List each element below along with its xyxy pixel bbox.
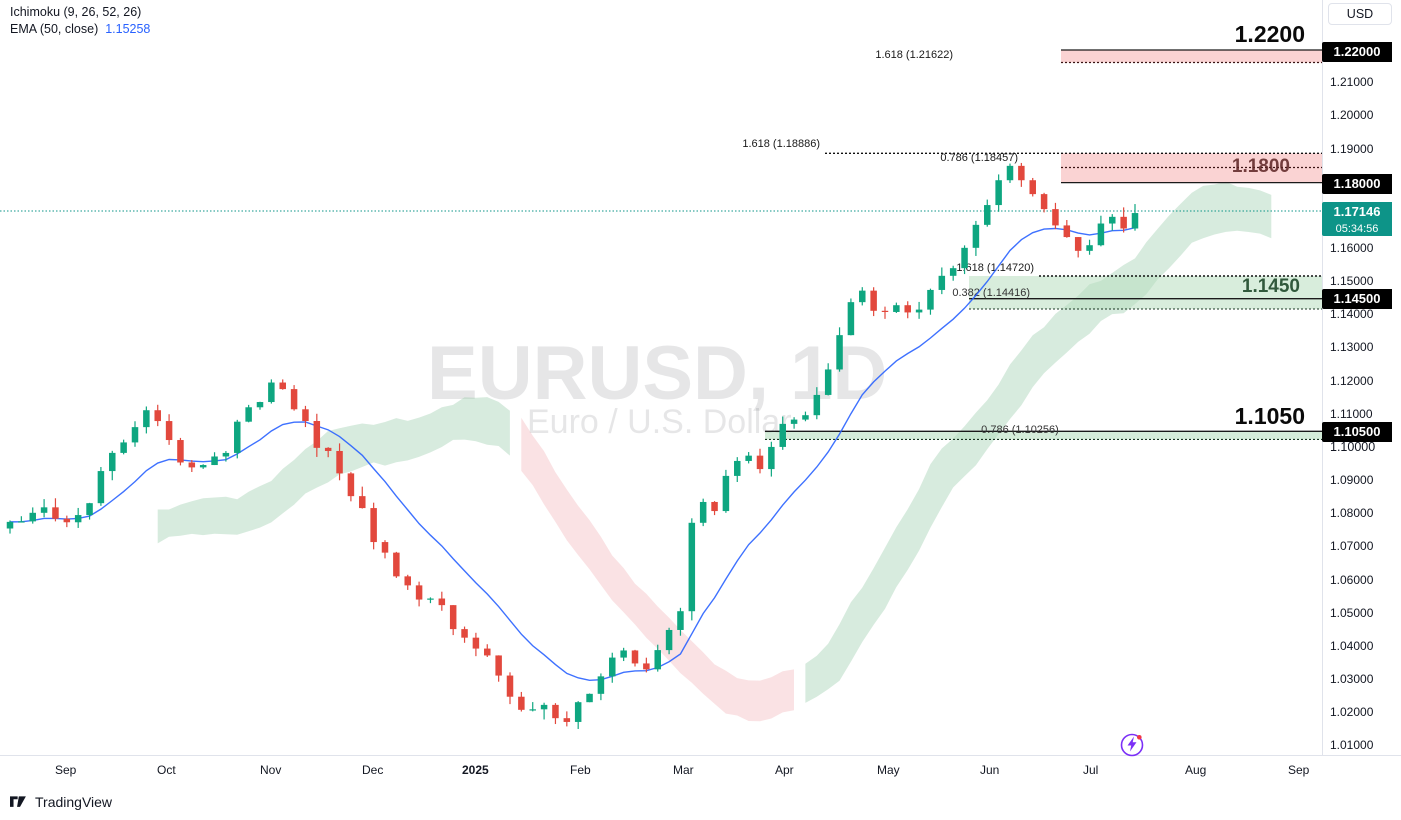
svg-text:0.786 (1.10256): 0.786 (1.10256) <box>981 424 1059 436</box>
svg-text:0.382 (1.14416): 0.382 (1.14416) <box>952 287 1030 299</box>
svg-text:1.2200: 1.2200 <box>1235 21 1305 47</box>
svg-text:1.1050: 1.1050 <box>1235 403 1305 429</box>
svg-text:1.1450: 1.1450 <box>1242 276 1300 297</box>
svg-text:1.618 (1.18886): 1.618 (1.18886) <box>742 138 820 150</box>
svg-text:1.1800: 1.1800 <box>1232 156 1290 177</box>
svg-text:1.618 (1.14720): 1.618 (1.14720) <box>956 262 1034 274</box>
svg-text:1.618 (1.21622): 1.618 (1.21622) <box>875 49 953 61</box>
svg-text:0.786 (1.18457): 0.786 (1.18457) <box>940 152 1018 164</box>
